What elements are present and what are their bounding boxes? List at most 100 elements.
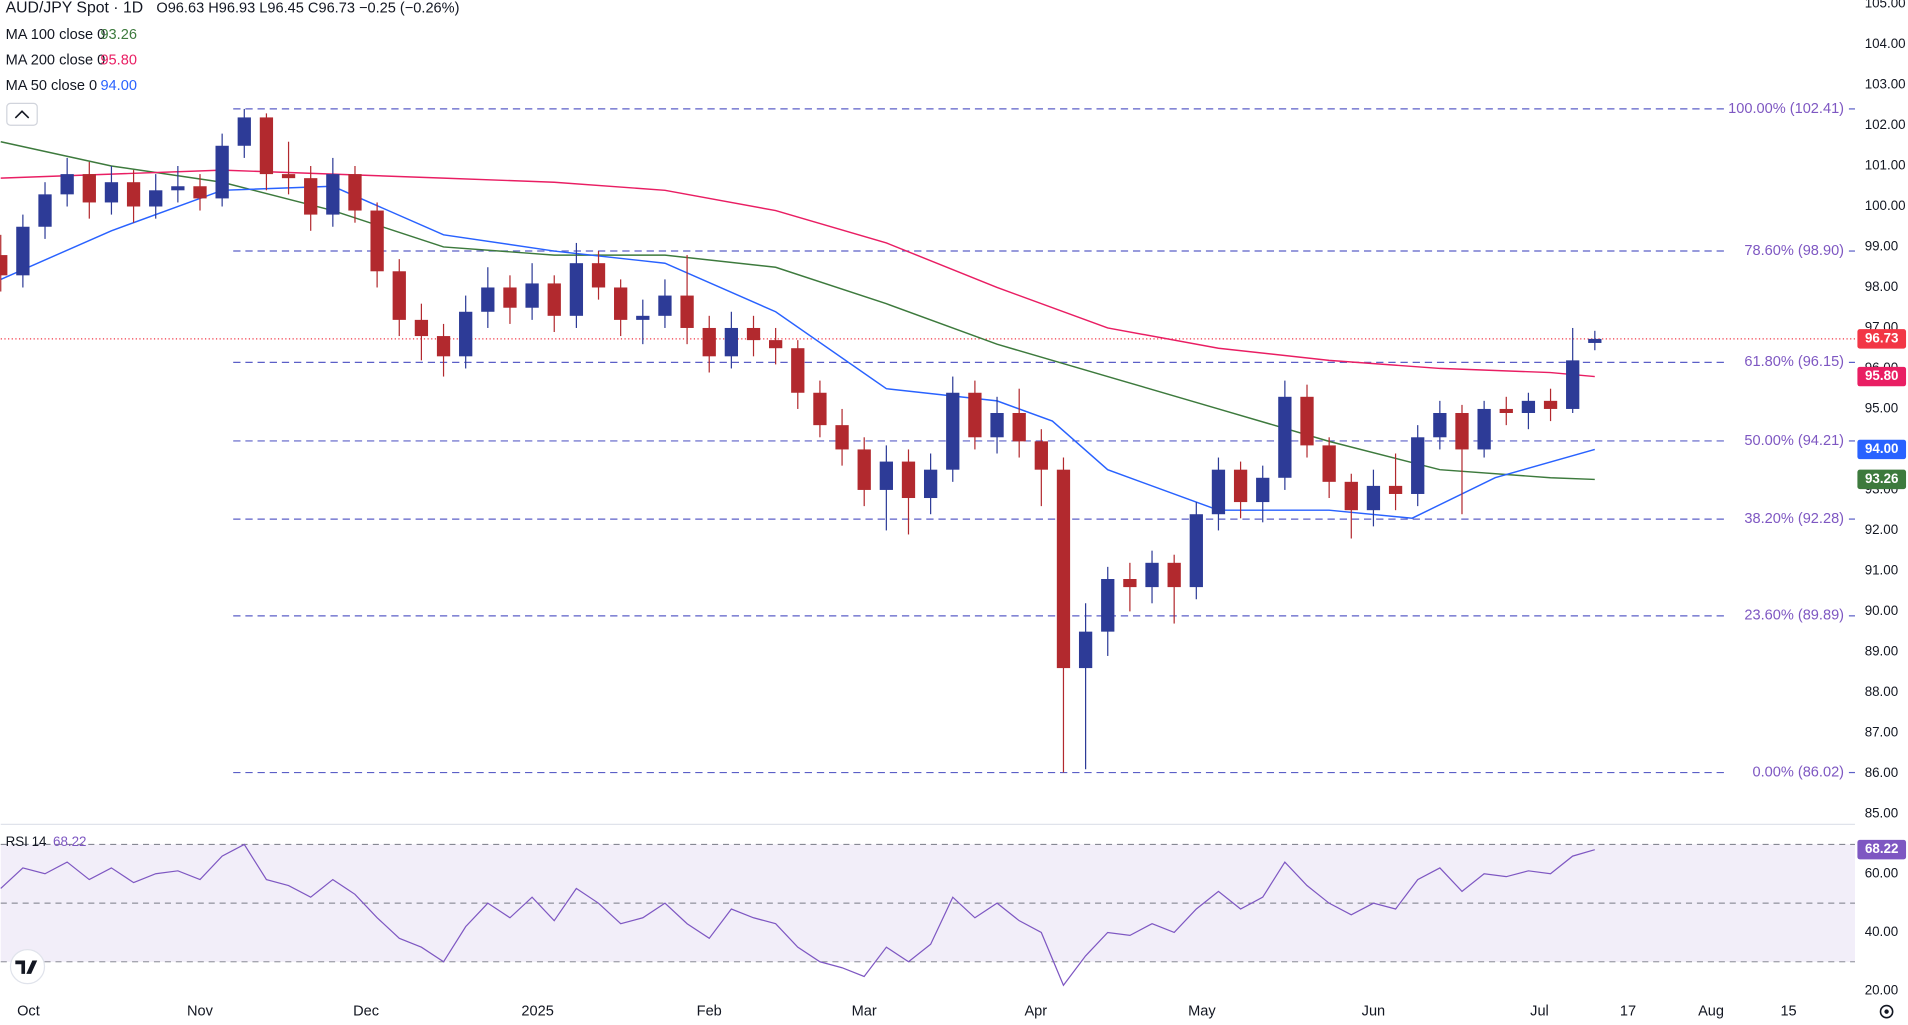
- y-tick-label: 87.00: [1865, 724, 1898, 739]
- fib-label: 38.20% (92.28): [1744, 511, 1844, 527]
- legend-name: MA 100 close 0: [6, 27, 106, 43]
- ma-badge-label: 93.26: [1865, 471, 1898, 486]
- rsi-tick-label: 40.00: [1865, 924, 1898, 939]
- y-tick-label: 98.00: [1865, 279, 1898, 294]
- fib-label: 78.60% (98.90): [1744, 243, 1844, 259]
- candle-body: [0, 255, 8, 276]
- ma-badge: [1857, 366, 1907, 387]
- ma-badge-label: 95.80: [1865, 368, 1898, 383]
- candle-body: [1477, 408, 1491, 450]
- candle-body: [1366, 485, 1381, 511]
- x-tick-label: May: [1188, 1003, 1216, 1019]
- ma-badge: [1857, 439, 1907, 460]
- fib-label: 0.00% (86.02): [1752, 764, 1844, 780]
- rsi-badge-label: 68.22: [1865, 841, 1898, 856]
- x-tick-label: Oct: [17, 1003, 40, 1019]
- y-tick-label: 101.00: [1865, 158, 1906, 173]
- candle-body: [1278, 396, 1292, 478]
- y-tick-label: 95.00: [1865, 400, 1898, 415]
- x-tick-label: Apr: [1024, 1003, 1047, 1019]
- candle-body: [326, 174, 340, 215]
- candle-body: [82, 174, 96, 203]
- x-tick-label: 2025: [521, 1003, 553, 1019]
- candle-body: [60, 174, 74, 195]
- candle-body: [459, 311, 473, 357]
- x-tick-label: 15: [1780, 1003, 1796, 1019]
- candle-body: [658, 295, 672, 316]
- rsi-line: [0, 843, 1595, 987]
- candle-body: [304, 178, 318, 215]
- candle-body: [1521, 400, 1536, 413]
- y-tick-label: 86.00: [1865, 765, 1898, 780]
- ma-badge: [1857, 469, 1907, 490]
- candle-body: [1101, 579, 1115, 632]
- ma-line: [0, 141, 1595, 481]
- x-tick-label: Dec: [353, 1003, 379, 1019]
- candle-body: [835, 425, 849, 450]
- y-tick-label: 100.00: [1865, 198, 1906, 213]
- last-price-badge: [1857, 329, 1907, 349]
- candle-body: [1588, 338, 1602, 343]
- candle-body: [1123, 579, 1137, 588]
- candle-body: [348, 174, 362, 211]
- candle-body: [1256, 477, 1270, 503]
- rsi-legend-name: RSI 14: [6, 834, 47, 849]
- ma-line: [0, 169, 1595, 378]
- y-tick-label: 92.00: [1865, 522, 1898, 537]
- candle-body: [746, 327, 761, 341]
- ma-badge-label: 94.00: [1865, 441, 1898, 456]
- candle-body: [879, 461, 893, 490]
- candle-body: [1056, 469, 1071, 669]
- x-tick-label: Aug: [1698, 1003, 1724, 1019]
- settings-icon[interactable]: [1879, 1004, 1894, 1019]
- candle-body: [525, 283, 539, 308]
- rsi-badge: [1857, 839, 1907, 860]
- candle-body: [769, 340, 783, 349]
- candle-body: [126, 182, 141, 207]
- candle-body: [1300, 396, 1314, 446]
- candle-body: [1411, 437, 1425, 494]
- candle-body: [968, 392, 982, 438]
- candle-body: [901, 461, 916, 499]
- candle-body: [370, 210, 384, 272]
- candle-body: [149, 190, 163, 207]
- x-tick-label: Jun: [1362, 1003, 1386, 1019]
- candle-body: [1233, 469, 1248, 503]
- candle-body: [1211, 469, 1226, 515]
- candle-body: [1344, 481, 1358, 511]
- legend-value: 93.26: [100, 27, 136, 43]
- candle-body: [1145, 562, 1159, 588]
- x-tick-label: Jul: [1530, 1003, 1549, 1019]
- candle-body: [171, 186, 185, 191]
- candle-body: [680, 295, 694, 328]
- candle-body: [724, 327, 739, 357]
- collapse-button[interactable]: [6, 102, 38, 126]
- candle-body: [104, 182, 119, 203]
- fib-label: 50.00% (94.21): [1744, 433, 1844, 449]
- y-tick-label: 91.00: [1865, 562, 1898, 577]
- y-tick-label: 99.00: [1865, 239, 1898, 254]
- x-tick-label: 17: [1620, 1003, 1636, 1019]
- candle-body: [857, 449, 871, 490]
- x-tick-label: Mar: [852, 1003, 877, 1019]
- rsi-tick-label: 60.00: [1865, 865, 1898, 880]
- last-price-badge-label: 96.73: [1865, 330, 1898, 345]
- candle-body: [591, 263, 606, 288]
- x-tick-label: Feb: [697, 1003, 722, 1019]
- y-tick-label: 103.00: [1865, 77, 1906, 92]
- fib-label: 61.80% (96.15): [1744, 354, 1844, 370]
- y-tick-label: 104.00: [1865, 36, 1906, 51]
- candle-body: [1167, 562, 1181, 588]
- y-tick-label: 90.00: [1865, 603, 1898, 618]
- candle-body: [259, 117, 274, 175]
- legend-name: MA 50 close 0: [6, 78, 98, 94]
- candle-body: [1455, 412, 1469, 450]
- candle-body: [1499, 408, 1513, 413]
- y-tick-label: 105.00: [1865, 0, 1906, 11]
- rsi-tick-label: 20.00: [1865, 983, 1898, 998]
- candle-body: [702, 327, 716, 357]
- candle-body: [436, 336, 451, 357]
- y-tick-label: 89.00: [1865, 643, 1898, 658]
